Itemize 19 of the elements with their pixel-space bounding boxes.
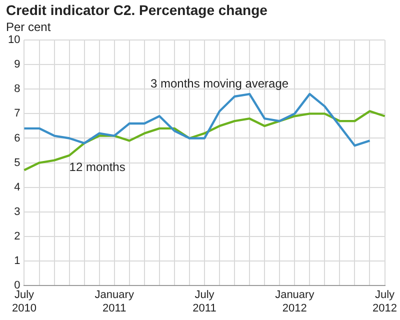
x-tick-label: January 2011	[94, 289, 134, 314]
x-tick-label: July 2010	[12, 289, 36, 314]
y-tick-label: 2	[14, 230, 20, 243]
y-axis-title: Per cent	[6, 20, 51, 34]
series-label: 3 months moving average	[150, 76, 289, 91]
x-tick-label: July 2012	[372, 289, 398, 314]
y-tick-label: 5	[14, 156, 20, 169]
chart-title: Credit indicator C2. Percentage change	[6, 2, 268, 18]
y-tick-label: 3	[14, 206, 20, 218]
y-tick-label: 6	[14, 132, 20, 144]
y-tick-label: 8	[14, 83, 20, 96]
y-tick-label: 9	[14, 58, 20, 71]
y-tick-label: 4	[14, 181, 20, 194]
x-tick-label: July 2011	[192, 289, 216, 314]
y-tick-label: 1	[14, 255, 20, 268]
x-tick-label: January 2012	[275, 289, 315, 314]
series-label: 12 months	[69, 160, 126, 174]
y-tick-label: 7	[14, 108, 20, 120]
y-tick-label: 10	[8, 34, 20, 46]
